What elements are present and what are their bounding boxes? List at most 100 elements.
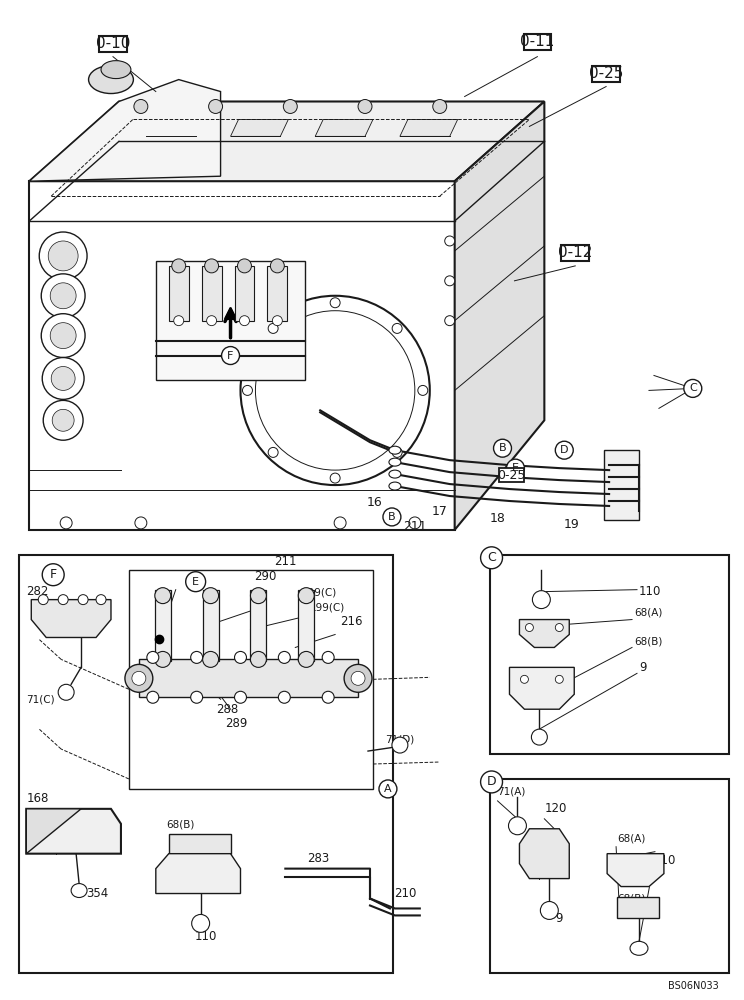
Circle shape: [392, 323, 402, 333]
Ellipse shape: [389, 446, 401, 454]
Text: 71(C): 71(C): [26, 694, 55, 704]
Circle shape: [445, 236, 455, 246]
Circle shape: [540, 901, 558, 919]
Circle shape: [51, 367, 75, 390]
Text: C: C: [689, 383, 696, 393]
Bar: [562, 245, 589, 261]
Circle shape: [39, 232, 87, 280]
Ellipse shape: [389, 470, 401, 478]
Bar: [267, 266, 287, 321]
Polygon shape: [400, 119, 458, 136]
Circle shape: [125, 664, 153, 692]
Circle shape: [50, 323, 76, 349]
Circle shape: [344, 664, 372, 692]
Polygon shape: [26, 809, 81, 854]
Bar: [155, 261, 305, 380]
Ellipse shape: [101, 61, 131, 79]
Text: 199(C): 199(C): [310, 603, 345, 613]
Text: 68(A): 68(A): [634, 608, 662, 618]
Circle shape: [555, 675, 563, 683]
Text: 354: 354: [86, 887, 109, 900]
Polygon shape: [607, 854, 664, 887]
Text: 0-11: 0-11: [520, 34, 554, 49]
Circle shape: [392, 737, 408, 753]
Circle shape: [38, 595, 48, 605]
Circle shape: [43, 400, 83, 440]
Text: D: D: [487, 775, 496, 788]
Bar: [99, 36, 126, 52]
Circle shape: [234, 691, 246, 703]
Polygon shape: [29, 101, 545, 181]
Bar: [490, 555, 728, 754]
Circle shape: [60, 517, 72, 529]
Circle shape: [147, 651, 158, 663]
Circle shape: [237, 259, 251, 273]
Circle shape: [132, 671, 146, 685]
Circle shape: [270, 259, 284, 273]
Circle shape: [172, 259, 186, 273]
Circle shape: [445, 276, 455, 286]
Bar: [490, 779, 728, 973]
Circle shape: [481, 547, 502, 569]
Bar: [19, 555, 393, 973]
Circle shape: [334, 517, 346, 529]
Circle shape: [383, 508, 401, 526]
Text: 216: 216: [340, 615, 362, 628]
Circle shape: [48, 241, 78, 271]
Circle shape: [521, 675, 528, 683]
Circle shape: [240, 316, 249, 326]
Ellipse shape: [389, 458, 401, 466]
Text: BS06N033: BS06N033: [668, 981, 719, 991]
Text: 68(A): 68(A): [171, 858, 199, 868]
Polygon shape: [315, 119, 373, 136]
Circle shape: [134, 100, 148, 113]
Ellipse shape: [630, 941, 648, 955]
Polygon shape: [604, 450, 639, 520]
Circle shape: [202, 651, 219, 667]
Circle shape: [147, 691, 158, 703]
Circle shape: [222, 347, 240, 365]
Circle shape: [174, 316, 184, 326]
Text: 110: 110: [194, 930, 217, 943]
Text: 289: 289: [225, 717, 248, 730]
Circle shape: [243, 385, 252, 395]
Circle shape: [322, 651, 334, 663]
Text: C: C: [487, 551, 496, 564]
Circle shape: [205, 259, 219, 273]
Polygon shape: [26, 809, 121, 854]
Polygon shape: [155, 854, 240, 894]
Circle shape: [533, 591, 551, 609]
Bar: [129, 570, 373, 789]
Text: B: B: [498, 443, 507, 453]
Circle shape: [272, 316, 282, 326]
Text: 210: 210: [394, 887, 416, 900]
Polygon shape: [146, 119, 204, 136]
Text: 17: 17: [432, 505, 448, 518]
Polygon shape: [455, 101, 545, 530]
Circle shape: [186, 572, 205, 592]
Bar: [169, 266, 189, 321]
Polygon shape: [510, 667, 574, 709]
Text: 120: 120: [545, 802, 567, 815]
Circle shape: [481, 771, 502, 793]
Circle shape: [684, 379, 702, 397]
Circle shape: [78, 595, 88, 605]
Text: 110: 110: [654, 854, 676, 867]
Polygon shape: [519, 829, 569, 879]
Circle shape: [351, 671, 365, 685]
Circle shape: [358, 100, 372, 113]
Circle shape: [508, 817, 527, 835]
Circle shape: [322, 691, 334, 703]
Circle shape: [268, 323, 278, 333]
Circle shape: [278, 651, 290, 663]
Circle shape: [41, 274, 85, 318]
Text: 9: 9: [639, 661, 647, 674]
Polygon shape: [31, 600, 111, 637]
Circle shape: [41, 314, 85, 358]
Circle shape: [190, 651, 202, 663]
Text: 68(B): 68(B): [166, 820, 194, 830]
Circle shape: [52, 409, 74, 431]
Text: 68(B): 68(B): [617, 894, 646, 904]
Bar: [155, 590, 171, 661]
Circle shape: [58, 684, 74, 700]
